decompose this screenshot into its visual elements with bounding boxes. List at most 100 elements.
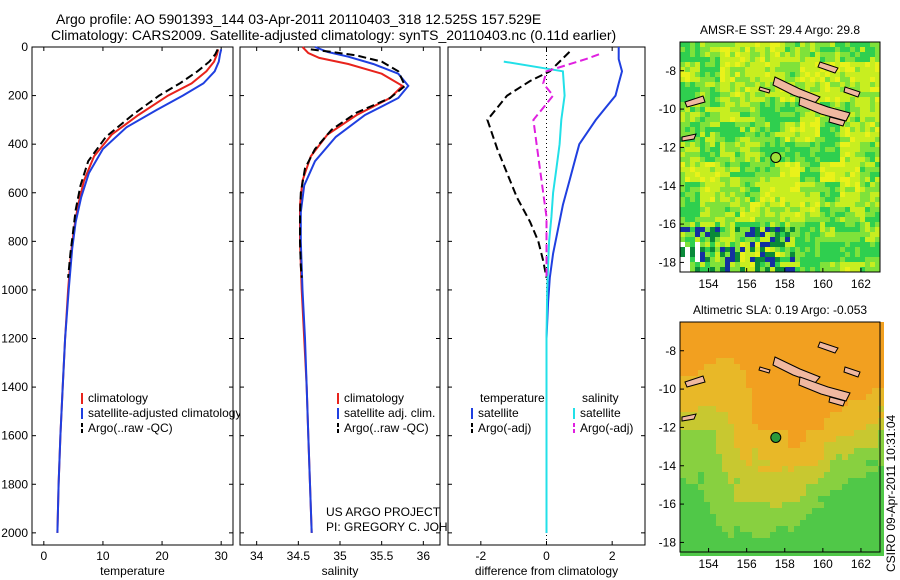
map-cell: [725, 137, 730, 142]
map-cell: [800, 550, 806, 556]
map-cell: [730, 227, 735, 232]
map-cell: [840, 242, 845, 247]
map-cell: [695, 222, 700, 227]
map-cell: [700, 187, 705, 192]
map-cell: [860, 418, 866, 424]
map-cell: [840, 42, 845, 47]
map-cell: [806, 502, 812, 508]
map-cell: [806, 484, 812, 490]
map-cell: [715, 77, 720, 82]
map-cell: [848, 322, 854, 328]
map-cell: [810, 77, 815, 82]
map-cell: [750, 62, 755, 67]
map-cell: [770, 322, 776, 328]
map-cell: [795, 177, 800, 182]
map-cell: [835, 137, 840, 142]
map-cell: [870, 117, 875, 122]
map-cell: [854, 466, 860, 472]
map-cell: [740, 67, 745, 72]
map-cell: [825, 172, 830, 177]
map-cell: [836, 340, 842, 346]
map-cell: [730, 252, 735, 257]
map-cell: [735, 257, 740, 262]
map-cell: [775, 92, 780, 97]
map-cell: [715, 117, 720, 122]
map-cell: [775, 162, 780, 167]
map-cell: [840, 232, 845, 237]
map-cell: [746, 370, 752, 376]
map-cell: [795, 77, 800, 82]
map-cell: [715, 187, 720, 192]
map-cell: [690, 47, 695, 52]
map-cell: [850, 97, 855, 102]
map-cell: [734, 466, 740, 472]
map-cell: [865, 72, 870, 77]
map-cell: [775, 222, 780, 227]
map-cell: [845, 147, 850, 152]
map-cell: [794, 472, 800, 478]
map-cell: [690, 162, 695, 167]
map-cell: [690, 257, 695, 262]
map-cell: [815, 152, 820, 157]
map-cell: [790, 72, 795, 77]
map-cell: [775, 227, 780, 232]
map-cell: [794, 334, 800, 340]
map-cell: [770, 550, 776, 556]
map-cell: [704, 334, 710, 340]
map-cell: [842, 454, 848, 460]
map-cell: [830, 466, 836, 472]
map-cell: [722, 454, 728, 460]
map-cell: [820, 102, 825, 107]
map-cell: [710, 127, 715, 132]
map-cell: [785, 107, 790, 112]
map-cell: [812, 328, 818, 334]
map-cell: [680, 187, 685, 192]
map-cell: [680, 232, 685, 237]
map-cell: [725, 142, 730, 147]
map-cell: [872, 454, 878, 460]
map-cell: [820, 182, 825, 187]
map-cell: [695, 72, 700, 77]
x-axis-label: difference from climatology: [475, 564, 618, 578]
map-cell: [692, 526, 698, 532]
map-cell: [800, 112, 805, 117]
map-cell: [836, 358, 842, 364]
map-cell: [740, 257, 745, 262]
map-cell: [755, 247, 760, 252]
map-cell: [705, 222, 710, 227]
map-cell: [780, 112, 785, 117]
map-cell: [725, 222, 730, 227]
map-cell: [865, 222, 870, 227]
map-cell: [865, 127, 870, 132]
map-cell: [760, 77, 765, 82]
map-cell: [836, 412, 842, 418]
map-cell: [860, 340, 866, 346]
map-cell: [788, 322, 794, 328]
map-cell: [854, 472, 860, 478]
map-cell: [875, 57, 880, 62]
map-cell: [806, 328, 812, 334]
map-cell: [794, 448, 800, 454]
map-cell: [735, 212, 740, 217]
map-cell: [824, 490, 830, 496]
map-cell: [735, 187, 740, 192]
map-cell: [740, 47, 745, 52]
map-cell: [872, 550, 878, 556]
map-cell: [872, 460, 878, 466]
map-cell: [866, 550, 872, 556]
map-cell: [750, 52, 755, 57]
map-cell: [848, 490, 854, 496]
map-cell: [830, 442, 836, 448]
map-cell: [758, 376, 764, 382]
map-x-tick-label: 162: [851, 557, 871, 571]
map-cell: [755, 182, 760, 187]
map-cell: [700, 202, 705, 207]
map-cell: [685, 242, 690, 247]
map-cell: [728, 538, 734, 544]
map-cell: [734, 340, 740, 346]
map-cell: [758, 514, 764, 520]
map-cell: [734, 520, 740, 526]
map-cell: [734, 478, 740, 484]
map-cell: [695, 267, 700, 272]
map-cell: [835, 97, 840, 102]
